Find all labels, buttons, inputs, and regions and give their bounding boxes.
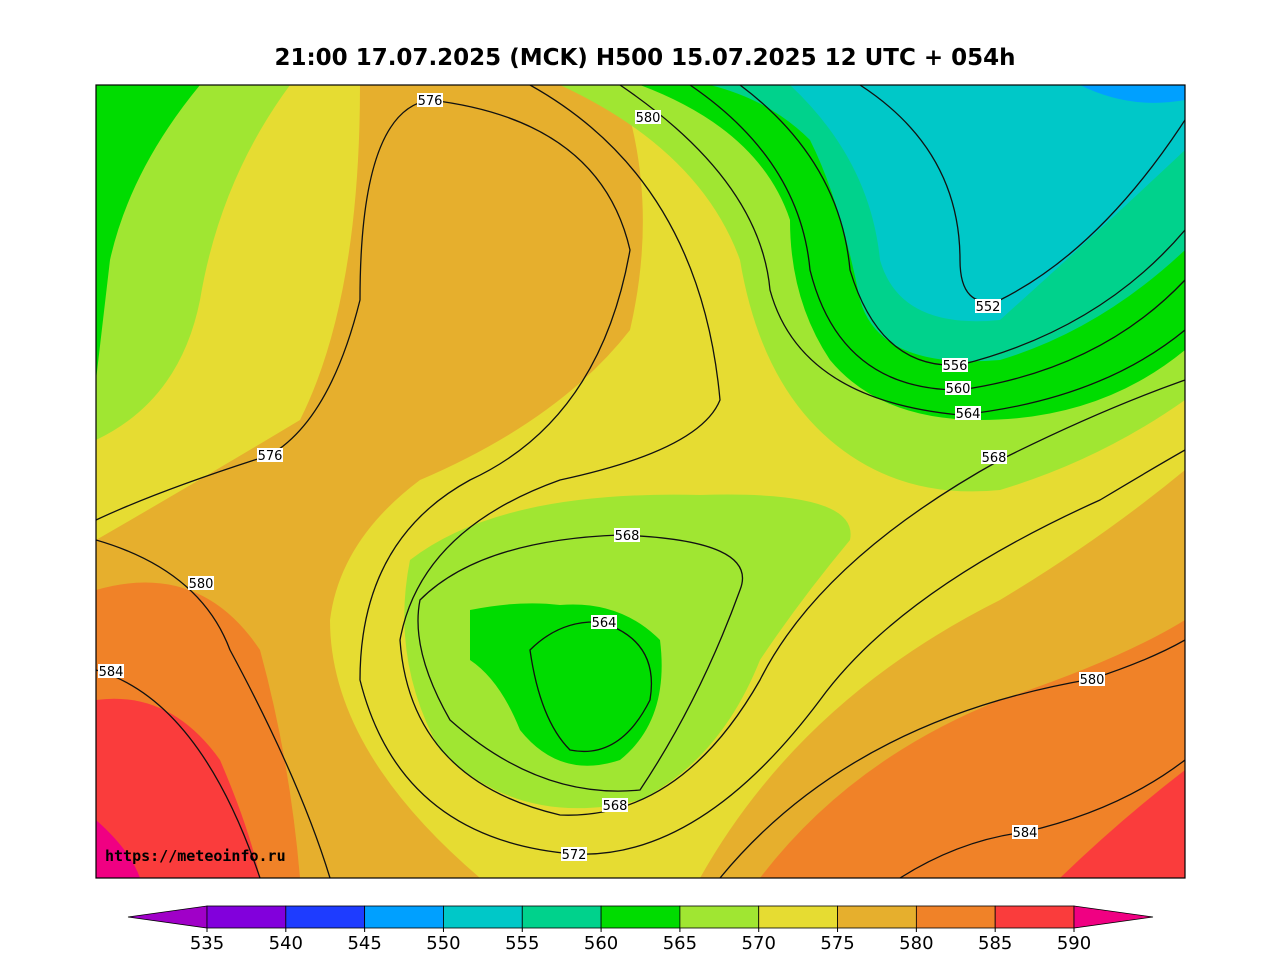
colorbar-label: 590 [1057,933,1091,954]
label-box [1079,672,1105,686]
contour-line [359,99,1185,855]
colorbar-label: 585 [978,933,1012,954]
colorbar-label: 535 [190,933,224,954]
colorbar-segment [364,905,444,929]
contour-label: 564 [956,407,981,422]
title: 21:00 17.07.2025 (MCK) H500 15.07.2025 1… [274,45,1015,71]
label-box [975,299,1001,313]
colorbar-segment [521,905,602,929]
fill-region [96,85,200,380]
contour-line [739,85,1185,366]
colorbar-extend [1073,905,1154,929]
fill-region [96,820,140,878]
colorbar-extend [127,905,208,929]
colorbar-segment [758,905,838,929]
contour-line [859,85,1185,303]
contour-label: 584 [1013,826,1038,841]
colorbar-label: 580 [899,933,933,954]
label-box [561,847,587,861]
label-box [945,381,971,395]
label-box [257,448,283,462]
colorbar-label: 545 [347,933,381,954]
colorbar-segment [600,905,681,929]
colorbar-label: 550 [426,933,460,954]
colorbar-segment [915,905,996,929]
map-frame [95,84,1186,879]
fill-region [790,85,1185,322]
label-box [98,664,124,678]
contour-label: 560 [946,382,971,397]
fill-region [470,603,662,766]
contour-label: 580 [636,111,661,126]
contour-label: 552 [976,300,1001,315]
label-box [602,798,628,812]
contour-line [529,621,652,752]
label-box [188,576,214,590]
colorbar-segment [837,905,917,929]
contour-label: 568 [982,451,1007,466]
contour-label: 568 [615,529,640,544]
colorbar-segment [206,905,287,929]
contour-label: 584 [99,665,124,680]
source-url: https://meteoinfo.ru [105,847,286,865]
colorbar-segment [994,905,1075,929]
fill-region [1060,770,1185,878]
contour-line [689,85,1185,391]
label-box [981,450,1007,464]
fill-region [96,85,290,440]
contour-label: 580 [1080,673,1105,688]
map: 576 580 552 556 560 564 568 576 568 580 564 584 580 5… [96,85,1185,878]
contour-label: 576 [418,94,443,109]
colorbar: 535 540 545 550 555 560 565 570 575 580 585 590 [127,905,1154,954]
contour-label: 564 [592,616,617,631]
colorbar-label: 565 [663,933,697,954]
label-box [942,358,968,372]
contour-label: 556 [943,359,968,374]
contour-line [619,85,1185,416]
colorbar-label: 555 [505,933,539,954]
colorbar-segment [285,905,366,929]
contour-line [96,99,431,521]
fill-region [760,620,1185,878]
label-box [1012,825,1038,839]
label-box [591,615,617,629]
colorbar-segment [679,905,760,929]
contour-label: 568 [603,799,628,814]
fill-region [96,698,260,878]
fill-region [1080,85,1185,103]
colorbar-label: 570 [742,933,776,954]
colorbar-segment [443,905,523,929]
label-box [614,528,640,542]
colorbar-label: 540 [269,933,303,954]
colorbar-label: 560 [584,933,618,954]
label-box [955,406,981,420]
contour-line [719,639,1185,878]
contour-line [96,539,331,878]
colorbar-label: 575 [820,933,854,954]
contour-label: 580 [189,577,214,592]
contour-line [417,534,744,792]
contour-line [399,85,1185,816]
contour-line [96,669,261,878]
label-box [635,110,661,124]
contour-label: 572 [562,848,587,863]
label-box [417,93,443,107]
contour-label: 576 [258,449,283,464]
